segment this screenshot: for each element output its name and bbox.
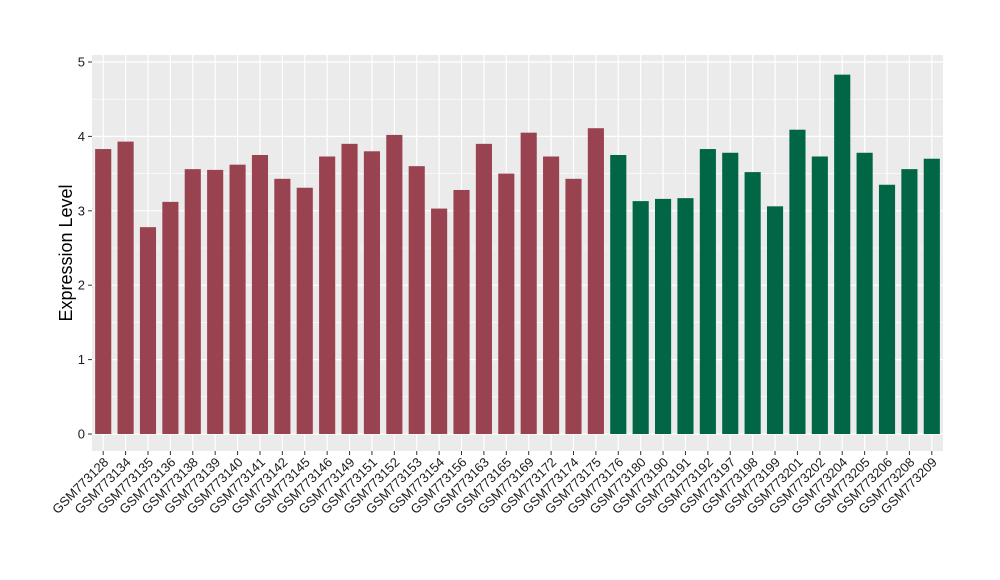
bar-GSM773156 — [453, 189, 470, 434]
bar-GSM773198 — [744, 172, 761, 434]
bar-GSM773209 — [923, 158, 940, 434]
bar-GSM773172 — [543, 156, 560, 434]
bar-GSM773192 — [699, 149, 716, 434]
bar-GSM773152 — [386, 134, 403, 435]
bar-GSM773201 — [789, 129, 806, 435]
bar-GSM773141 — [251, 155, 269, 434]
bar-GSM773149 — [341, 143, 358, 434]
bar-GSM773145 — [296, 187, 313, 434]
bar-GSM773138 — [184, 169, 201, 435]
bar-GSM773174 — [565, 178, 582, 434]
bar-GSM773146 — [319, 156, 336, 434]
bar-GSM773128 — [95, 149, 112, 434]
y-tick-label: 4 — [78, 129, 85, 144]
bar-GSM773154 — [431, 208, 448, 434]
y-tick-label: 3 — [78, 203, 85, 218]
x-axis: GSM773128GSM773134GSM773135GSM773136GSM7… — [49, 451, 940, 517]
bar-GSM773202 — [811, 156, 828, 434]
bar-GSM773165 — [498, 173, 515, 434]
bar-GSM773140 — [229, 164, 246, 434]
y-axis: 0 1 2 3 4 5 — [78, 55, 92, 442]
bar-GSM773190 — [655, 198, 672, 434]
bar-GSM773206 — [878, 184, 896, 434]
bars — [95, 74, 940, 435]
y-axis-title: Expression Level — [56, 184, 76, 321]
y-tick-label: 2 — [78, 278, 85, 293]
bar-GSM773176 — [610, 155, 627, 434]
bar-GSM773153 — [408, 166, 425, 434]
bar-GSM773204 — [834, 74, 851, 434]
bar-GSM773197 — [722, 152, 739, 434]
bar-GSM773139 — [207, 169, 224, 434]
bar-GSM773191 — [677, 198, 694, 434]
bar-GSM773169 — [520, 132, 537, 434]
bar-GSM773175 — [587, 128, 604, 434]
bar-GSM773134 — [117, 141, 134, 434]
bar-GSM773151 — [363, 151, 380, 434]
bar-GSM773136 — [162, 201, 179, 434]
bar-GSM773208 — [901, 169, 918, 435]
bar-GSM773205 — [856, 152, 873, 434]
bar-GSM773163 — [475, 143, 492, 434]
bar-GSM773135 — [139, 227, 157, 434]
y-tick-label: 0 — [78, 427, 85, 442]
bar-GSM773199 — [766, 206, 784, 434]
bar-GSM773180 — [632, 201, 649, 434]
y-tick-label: 1 — [78, 352, 85, 367]
y-tick-label: 5 — [78, 55, 85, 70]
bar-GSM773142 — [274, 178, 291, 434]
